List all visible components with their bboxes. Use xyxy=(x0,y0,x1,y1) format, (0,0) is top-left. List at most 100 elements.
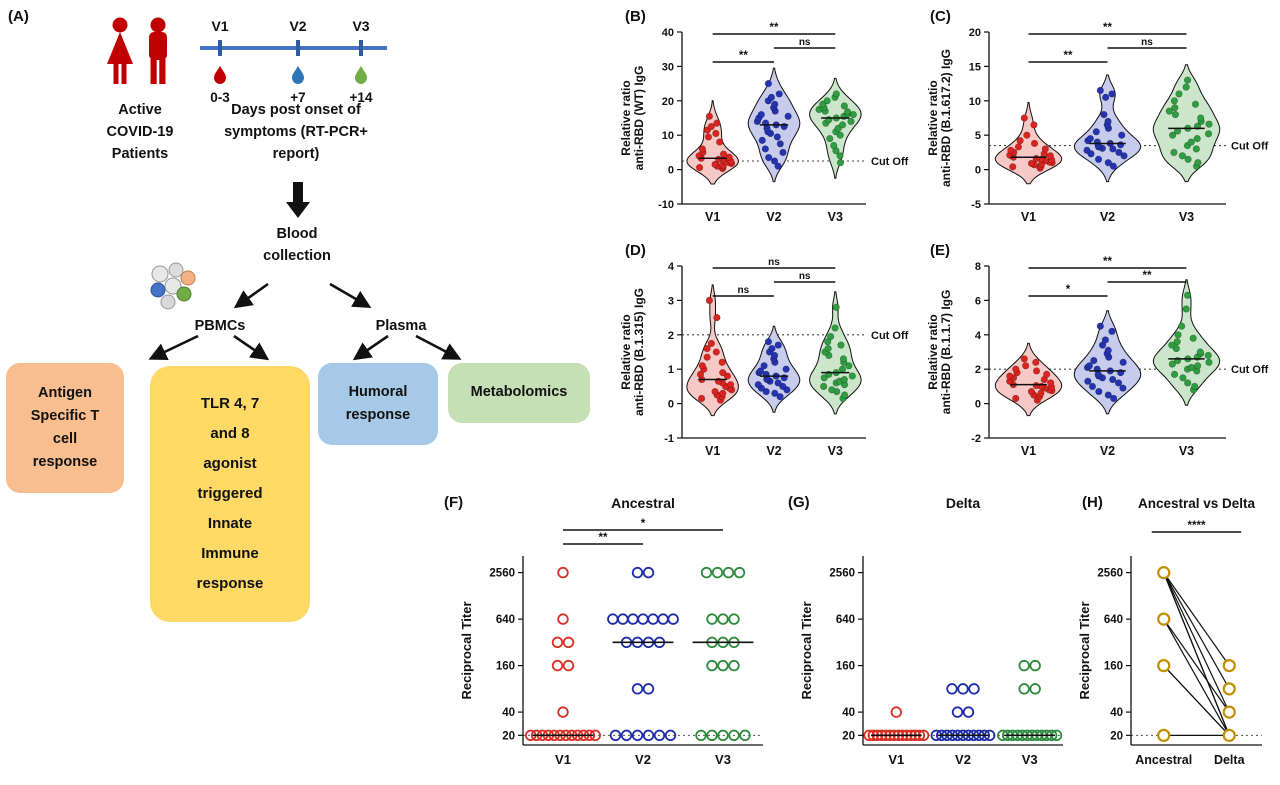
panel-g-label: (G) xyxy=(788,494,810,511)
svg-text:3: 3 xyxy=(668,295,674,307)
svg-text:anti-RBD (B.1.1.7) IgG: anti-RBD (B.1.1.7) IgG xyxy=(939,290,953,415)
svg-text:Reciprocal Titer: Reciprocal Titer xyxy=(1077,601,1092,699)
svg-text:20: 20 xyxy=(1110,730,1123,742)
svg-text:anti-RBD (B.1.617.2) IgG: anti-RBD (B.1.617.2) IgG xyxy=(939,49,953,187)
svg-text:Ancestral: Ancestral xyxy=(611,495,675,511)
panel-b-violin-chart: Cut Off -10 0 10 20 30 40 V1 V2 V3 Relative ratio a… xyxy=(618,6,918,236)
svg-text:V2: V2 xyxy=(766,444,781,458)
svg-text:1: 1 xyxy=(668,364,674,376)
svg-text:ns: ns xyxy=(799,271,811,282)
timeline-caption: Days post onset of symptoms (RT-PCR+ rep… xyxy=(224,102,368,162)
svg-text:V3: V3 xyxy=(828,210,843,224)
svg-text:-10: -10 xyxy=(658,199,674,211)
svg-text:20: 20 xyxy=(662,96,674,108)
svg-text:V1: V1 xyxy=(555,752,571,767)
svg-text:10: 10 xyxy=(662,130,674,142)
svg-text:V3: V3 xyxy=(715,752,731,767)
svg-text:V1: V1 xyxy=(1021,444,1036,458)
svg-text:Ancestral: Ancestral xyxy=(1135,753,1192,767)
svg-text:V3: V3 xyxy=(1179,444,1194,458)
panel-h-label: (H) xyxy=(1082,494,1103,511)
box-humoral-response: Humoral response xyxy=(318,363,438,445)
day-1-label: 0-3 xyxy=(210,90,230,105)
svg-text:20: 20 xyxy=(502,730,515,742)
svg-text:2560: 2560 xyxy=(1097,568,1123,580)
visit-1-label: V1 xyxy=(211,18,228,34)
svg-text:40: 40 xyxy=(1110,707,1123,719)
panel-c-label: (C) xyxy=(930,8,951,25)
panel-f-titer-chart: Ancestral 20 40 160 640 2560 V1 V2 V3 Reciprocal … xyxy=(455,490,775,780)
svg-text:*: * xyxy=(1066,284,1071,296)
panel-c-violin-chart: Cut Off -5 0 5 10 15 20 V1 V2 V3 Relative ratio ant… xyxy=(925,6,1278,236)
svg-text:40: 40 xyxy=(842,707,855,719)
svg-text:160: 160 xyxy=(836,661,855,673)
svg-text:ns: ns xyxy=(737,285,749,296)
panel-d-violin-chart: Cut Off -1 0 1 2 3 4 V1 V2 V3 Relative ratio anti-R… xyxy=(618,240,918,470)
down-arrow-icon xyxy=(286,182,310,218)
svg-text:0: 0 xyxy=(975,399,981,411)
svg-text:ns: ns xyxy=(768,257,780,268)
svg-text:V3: V3 xyxy=(1179,210,1194,224)
panel-f-label: (F) xyxy=(444,494,464,511)
svg-text:30: 30 xyxy=(662,61,674,73)
active-patients-label: Active COVID-19 Patients xyxy=(106,102,174,162)
svg-text:640: 640 xyxy=(836,614,855,626)
svg-text:640: 640 xyxy=(496,614,515,626)
panel-e-violin-chart: Cut Off -2 0 2 4 6 8 V1 V2 V3 Relative ratio anti-R… xyxy=(925,240,1278,470)
svg-text:V2: V2 xyxy=(1100,210,1115,224)
panel-h-paired-chart: Ancestral vs Delta 20 40 160 640 2560 Ancestra… xyxy=(1075,490,1278,780)
svg-text:2560: 2560 xyxy=(829,568,855,580)
svg-text:-5: -5 xyxy=(971,199,981,211)
svg-text:Cut Off: Cut Off xyxy=(1231,141,1269,153)
svg-text:anti-RBD (WT) IgG: anti-RBD (WT) IgG xyxy=(632,66,646,171)
svg-text:20: 20 xyxy=(969,27,981,39)
panel-g-titer-chart: Delta 20 40 160 640 2560 V1 V2 V3 Reciprocal Tite… xyxy=(795,490,1075,780)
blood-collection-label: Blood collection xyxy=(263,226,331,264)
svg-text:2: 2 xyxy=(668,330,674,342)
svg-text:160: 160 xyxy=(1104,661,1123,673)
svg-text:anti-RBD (B.1.315) IgG: anti-RBD (B.1.315) IgG xyxy=(632,288,646,416)
svg-text:**: ** xyxy=(770,22,779,34)
svg-text:*: * xyxy=(641,518,646,530)
day-2-label: +7 xyxy=(290,90,305,105)
blood-drop-icons xyxy=(214,66,367,84)
svg-text:Cut Off: Cut Off xyxy=(871,330,909,342)
svg-text:**: ** xyxy=(1143,270,1152,282)
svg-text:Ancestral vs Delta: Ancestral vs Delta xyxy=(1138,496,1256,511)
svg-text:**: ** xyxy=(599,532,608,544)
svg-text:5: 5 xyxy=(975,130,981,142)
svg-text:2560: 2560 xyxy=(489,568,515,580)
box-antigen-t-cell: Antigen Specific T cell response xyxy=(6,363,124,493)
svg-text:640: 640 xyxy=(1104,614,1123,626)
svg-text:V1: V1 xyxy=(705,444,720,458)
svg-text:V2: V2 xyxy=(955,752,971,767)
svg-text:4: 4 xyxy=(975,330,982,342)
box-metabolomics: Metabolomics xyxy=(448,363,590,423)
svg-text:V3: V3 xyxy=(828,444,843,458)
svg-text:****: **** xyxy=(1188,520,1206,532)
box-tlr-innate-immune: TLR 4, 7 and 8 agonist triggered Innate … xyxy=(150,366,310,622)
svg-text:Cut Off: Cut Off xyxy=(871,156,909,168)
svg-text:**: ** xyxy=(1064,50,1073,62)
svg-text:V1: V1 xyxy=(888,752,904,767)
timeline: V1 V2 V3 0-3 +7 +14 xyxy=(200,18,387,105)
svg-text:Relative ratio: Relative ratio xyxy=(926,80,940,155)
svg-text:V1: V1 xyxy=(1021,210,1036,224)
panel-b-label: (B) xyxy=(625,8,646,25)
svg-text:0: 0 xyxy=(975,165,981,177)
svg-text:V1: V1 xyxy=(705,210,720,224)
svg-text:Reciprocal Titer: Reciprocal Titer xyxy=(799,601,814,699)
visit-2-label: V2 xyxy=(289,18,306,34)
svg-text:V2: V2 xyxy=(766,210,781,224)
panel-d-label: (D) xyxy=(625,242,646,259)
plasma-label: Plasma xyxy=(375,318,427,334)
svg-text:40: 40 xyxy=(662,27,674,39)
svg-text:Relative ratio: Relative ratio xyxy=(619,80,633,155)
svg-text:0: 0 xyxy=(668,399,674,411)
svg-text:40: 40 xyxy=(502,707,515,719)
patients-icon xyxy=(107,17,167,84)
svg-text:ns: ns xyxy=(1141,37,1153,48)
svg-text:**: ** xyxy=(739,50,748,62)
svg-text:V2: V2 xyxy=(635,752,651,767)
